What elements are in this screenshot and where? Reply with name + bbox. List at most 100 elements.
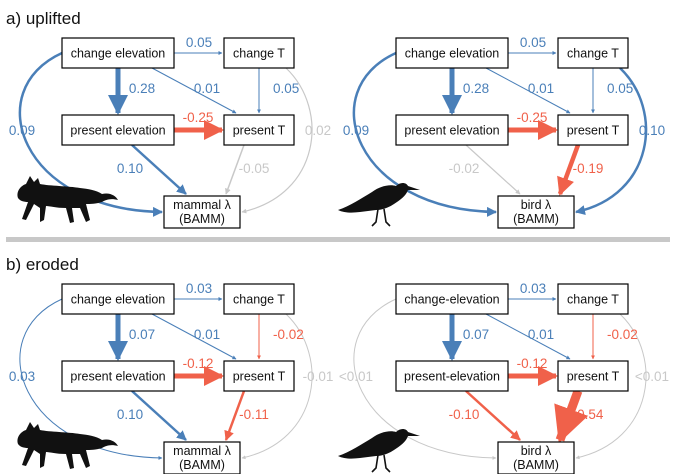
p1-mammal-edge-change-elev-to-response [18,51,163,217]
p2-mammal-response-box-sublabel: (BAMM) [179,458,225,472]
p2-mammal-change-elevation-box-label: change elevation [71,293,166,307]
p1-bird-change-elevation-box-label: change elevation [405,47,500,61]
p1-mammal-edge-change-elev-to-change-t-label: 0.05 [186,35,212,50]
p2-mammal-edge-change-elev-to-response [19,298,163,460]
p2-bird-change-t-box-label: change T [567,293,619,307]
p2-bird-edge-change-elev-to-present-t [485,313,571,360]
p2-bird-edge-change-t-to-present-t-label: -0.02 [607,327,638,342]
p1-mammal-edge-change-t-to-present-t-label: 0.05 [273,81,299,96]
p1-mammal-mammal-silhouette [17,176,119,223]
p2-bird-edge-present-elev-to-present-t-label: -0.12 [517,356,548,371]
p2-mammal-edge-change-elev-to-present-elev-label: 0.07 [129,327,155,342]
panel-divider [6,237,670,242]
p2-mammal-edge-present-elev-to-present-t-label: -0.12 [183,356,214,371]
p1-bird-edge-change-t-to-response-label: 0.10 [639,123,665,138]
p1-bird-edge-present-elev-to-present-t-label: -0.25 [517,110,548,125]
p2-mammal-edge-present-t-to-response-label: -0.11 [239,407,269,422]
p2-mammal-mammal-silhouette [17,422,119,469]
p1-mammal-present-elevation-box: present elevation [61,114,175,146]
p1-bird-bird-silhouette [338,183,420,227]
p1-bird-edge-change-elev-to-present-t-label: 0.01 [528,81,554,96]
p2-bird-change-elevation-box-label: change-elevation [404,293,499,307]
p1-mammal-present-elevation-box-label: present elevation [70,124,165,138]
p1-mammal-change-elevation-box-label: change elevation [71,47,166,61]
p2-bird-response-box-sublabel: (BAMM) [513,458,559,472]
p1-bird-change-elevation-box: change elevation [395,37,509,69]
p2-mammal-response-box: mammal λ(BAMM) [163,441,241,474]
p2-bird-edge-change-t-to-response-label: <0.01 [635,369,669,384]
p2-mammal-edge-change-elev-to-response-label: 0.03 [9,369,35,384]
p2-mammal-edge-change-t-to-response-label: -0.01 [303,369,334,384]
p2-mammal-edge-change-t-to-response [241,313,313,460]
p2-bird-edge-present-t-to-response [554,389,589,444]
p2-bird-present-t-box-label: present T [567,370,620,384]
p2-mammal-response-box-label: mammal λ [173,444,231,458]
p1-mammal-response-box-sublabel: (BAMM) [179,212,225,226]
p1-mammal-edge-present-t-to-response-label: -0.05 [239,161,270,176]
p2-bird-edge-change-elev-to-present-t-label: 0.01 [528,327,554,342]
p2-mammal-change-elevation-box: change elevation [61,283,175,315]
p1-bird-change-t-box-label: change T [567,47,619,61]
p1-bird-present-elevation-box-label: present elevation [404,124,499,138]
p1-mammal-edge-change-elev-to-response-label: 0.09 [9,123,35,138]
p2-mammal-present-elevation-box-label: present elevation [70,370,165,384]
p1-mammal-edge-present-t-to-response [225,144,245,195]
p2-bird-edge-change-elev-to-change-t-label: 0.03 [520,281,546,296]
p1-bird-edge-present-elev-to-response [465,144,521,195]
p1-bird-edge-change-elev-to-response [352,51,497,217]
p1-bird-response-box: bird λ(BAMM) [497,195,575,229]
p2-mammal-edge-present-t-to-response [224,390,246,441]
p2-mammal-edge-change-elev-to-present-t-label: 0.01 [194,327,220,342]
p1-mammal-edge-present-elev-to-response-label: 0.10 [117,161,143,176]
p2-mammal-edge-change-elev-to-present-t [151,313,237,360]
p1-mammal-edge-change-t-to-response [241,67,313,214]
p2-bird-present-t-box: present T [557,360,629,392]
p1-bird-edge-present-t-to-response [557,144,581,196]
p1-mammal-edge-change-elev-to-present-t [151,67,237,114]
panel-title: a) uplifted [6,9,81,28]
p2-bird-bird-silhouette [338,429,420,473]
p1-mammal-edge-change-elev-to-present-elev-label: 0.28 [129,81,155,96]
p1-mammal-change-t-box: change T [223,37,295,69]
p1-bird-edge-change-elev-to-present-elev-label: 0.28 [463,81,489,96]
p1-mammal-edge-present-elev-to-present-t-label: -0.25 [183,110,214,125]
p1-bird-present-elevation-box: present elevation [395,114,509,146]
p2-bird-edge-present-t-to-response-label: -0.54 [573,407,604,422]
p1-bird-response-box-label: bird λ [521,198,552,212]
p2-bird-edge-change-elev-to-present-elev-label: 0.07 [463,327,489,342]
p2-bird-change-elevation-box: change-elevation [395,283,509,315]
p2-mammal-change-t-box-label: change T [233,293,285,307]
p1-bird-edge-change-t-to-response [575,67,648,215]
p1-bird-present-t-box-label: present T [567,124,620,138]
p2-bird-edge-present-elev-to-response-label: -0.10 [449,407,480,422]
p2-mammal-present-t-box-label: present T [233,370,286,384]
p2-bird-change-t-box: change T [557,283,629,315]
p1-mammal-edge-change-elev-to-present-t-label: 0.01 [194,81,220,96]
p1-mammal-present-t-box: present T [223,114,295,146]
p2-bird-response-box: bird λ(BAMM) [497,441,575,474]
p1-mammal-present-t-box-label: present T [233,124,286,138]
p1-bird-edge-change-t-to-present-t-label: 0.05 [607,81,633,96]
p2-bird-present-elevation-box-label: present-elevation [404,370,500,384]
p2-mammal-edge-change-t-to-present-t-label: -0.02 [273,327,304,342]
p1-bird-edge-present-elev-to-response-label: -0.02 [449,161,480,176]
p1-mammal-edge-present-elev-to-response [131,144,187,195]
p2-mammal-edge-present-elev-to-response-label: 0.10 [117,407,143,422]
p2-bird-edge-change-t-to-response [575,313,647,460]
p1-bird-edge-change-elev-to-change-t-label: 0.05 [520,35,546,50]
p2-bird-present-elevation-box: present-elevation [395,360,509,392]
p2-mammal-change-t-box: change T [223,283,295,315]
p2-bird-edge-change-elev-to-response [353,298,497,460]
p1-mammal-edge-change-t-to-response-label: 0.02 [305,123,331,138]
p2-mammal-edge-change-elev-to-change-t-label: 0.03 [186,281,212,296]
p2-mammal-edge-present-elev-to-response [131,390,187,441]
p1-bird-edge-change-elev-to-present-t [485,67,571,114]
p1-mammal-response-box-label: mammal λ [173,198,231,212]
p1-mammal-change-t-box-label: change T [233,47,285,61]
p1-mammal-response-box: mammal λ(BAMM) [163,195,241,229]
p1-bird-response-box-sublabel: (BAMM) [513,212,559,226]
p2-bird-edge-change-elev-to-response-label: <0.01 [339,369,373,384]
p2-mammal-present-t-box: present T [223,360,295,392]
p2-bird-edge-present-elev-to-response [465,390,521,441]
